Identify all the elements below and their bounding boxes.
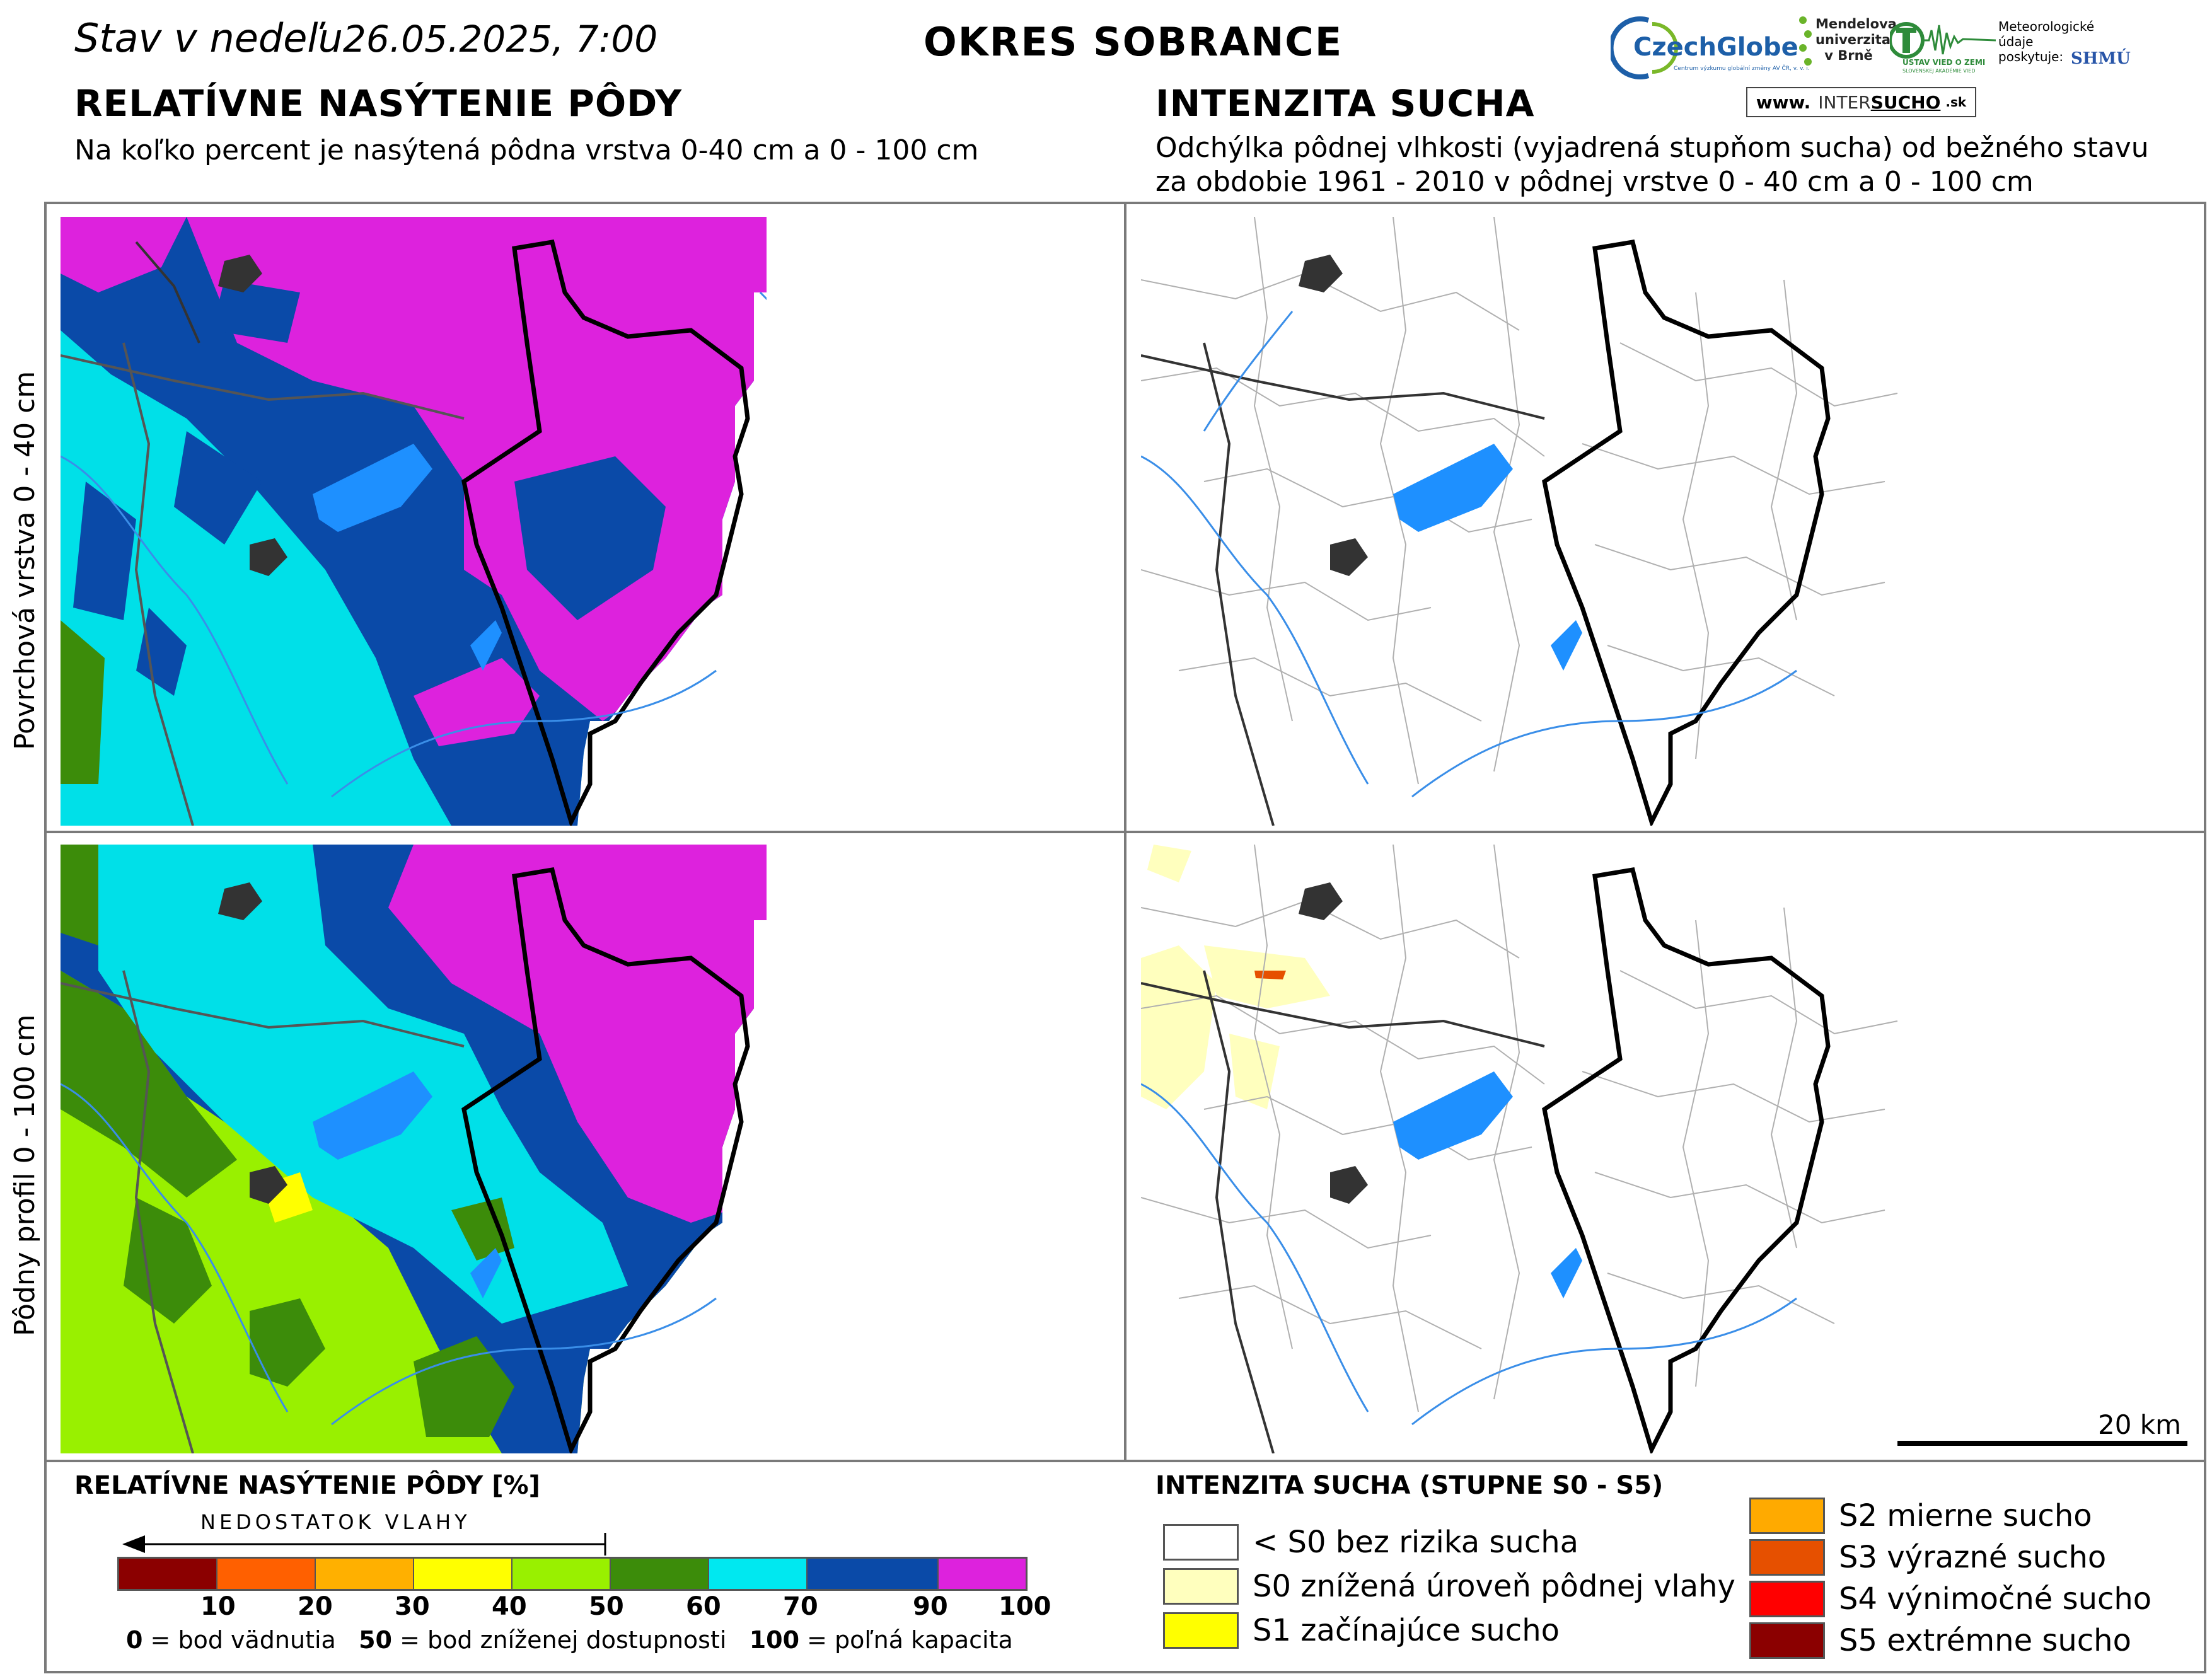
arrow-left-icon (122, 1533, 606, 1556)
drought-label-none: < S0 bez rizika sucha (1253, 1525, 1579, 1560)
left-section-title: RELATÍVNE NASÝTENIE PÔDY (74, 82, 683, 125)
drought-legend-title: INTENZITA SUCHA (STUPNE S0 - S5) (1155, 1471, 1664, 1500)
colorbar-class-7 (808, 1559, 939, 1589)
note-50-value: 50 (359, 1626, 392, 1654)
colorbar-class-0 (119, 1559, 217, 1589)
drought-swatch-s1 (1163, 1612, 1239, 1649)
colorbar-class-2 (316, 1559, 414, 1589)
drought-label-s3: S3 výrazné sucho (1839, 1540, 2107, 1575)
right-section-title: INTENZITA SUCHA (1155, 82, 1535, 125)
tick-20: 20 (298, 1592, 333, 1621)
tick-100: 100 (999, 1592, 1051, 1621)
saturation-legend-note: 0 = bod vädnutia 50 = bod zníženej dostu… (126, 1626, 1013, 1654)
drought-swatch-s3 (1749, 1539, 1825, 1576)
note-50-text: = bod zníženej dostupnosti (400, 1626, 727, 1654)
colorbar-class-1 (217, 1559, 316, 1589)
meteo-label: Meteorologické údaje poskytuje: (1998, 19, 2095, 64)
district-title: OKRES SOBRANCE (924, 19, 1343, 65)
saturation-colorbar (117, 1557, 1028, 1591)
drought-item-s0: S0 znížená úroveň pôdnej vlahy (1163, 1568, 1735, 1605)
drought-label-s1: S1 začínajúce sucho (1253, 1613, 1560, 1648)
drought-item-none: < S0 bez rizika sucha (1163, 1524, 1578, 1561)
mendelu-dots-icon (1799, 16, 1812, 66)
map-saturation-topsoil (61, 217, 767, 826)
note-0-value: 0 (126, 1626, 143, 1654)
intersucho-logo: www. INTER SUCHO .sk (1746, 87, 1976, 117)
right-section-subtitle-2: za obdobie 1961 - 2010 v pôdnej vrstve 0… (1155, 166, 2034, 198)
intersucho-prefix: www. (1756, 91, 1811, 113)
arrow-label: NEDOSTATOK VLAHY (200, 1510, 471, 1534)
seismograph-icon (1888, 22, 1996, 59)
czechglobe-name: CzechGlobe (1633, 33, 1798, 62)
drought-swatch-s2 (1749, 1498, 1825, 1534)
row-label-top: Povrchová vrstva 0 - 40 cm (9, 371, 41, 750)
mendelu-name: Mendelova univerzita v Brně (1815, 16, 1897, 63)
tick-10: 10 (200, 1592, 236, 1621)
intersucho-c: .sk (1945, 95, 1967, 110)
tick-50: 50 (589, 1592, 624, 1621)
colorbar-class-8 (939, 1559, 1026, 1589)
drought-label-s0: S0 znížená úroveň pôdnej vlahy (1253, 1569, 1735, 1604)
drought-label-s4: S4 výnimočné sucho (1839, 1581, 2152, 1617)
uvz-logo: ÚSTAV VIED O ZEMI SLOVENSKEJ AKADÉMIE VI… (1888, 18, 1997, 81)
map-drought-topsoil (1141, 217, 1898, 826)
header-date-line: Stav v nedeľu 26.05.2025, 7:00 (74, 15, 657, 61)
czechglobe-logo: CzechGlobe Centrum výzkumu globální změn… (1608, 13, 1810, 82)
left-section-subtitle: Na koľko percent je nasýtená pôdna vrstv… (74, 134, 979, 166)
drought-label-s2: S2 mierne sucho (1839, 1498, 2092, 1533)
colorbar-class-5 (611, 1559, 709, 1589)
drought-swatch-none (1163, 1524, 1239, 1561)
tick-30: 30 (395, 1592, 430, 1621)
drought-item-s2: S2 mierne sucho (1749, 1498, 2092, 1534)
note-100-value: 100 (749, 1626, 800, 1654)
scale-bar-label: 20 km (2098, 1409, 2182, 1440)
colorbar-class-3 (414, 1559, 512, 1589)
tick-40: 40 (492, 1592, 527, 1621)
intersucho-b: SUCHO (1870, 91, 1941, 113)
frame-horizontal-divider (44, 831, 2206, 833)
czechglobe-sub: Centrum výzkumu globální změny AV ČR, v.… (1674, 66, 1810, 72)
uvz-name: ÚSTAV VIED O ZEMI (1902, 58, 1986, 67)
drought-swatch-s0 (1163, 1568, 1239, 1605)
frame-legend-divider (44, 1460, 2206, 1462)
tick-60: 60 (686, 1592, 721, 1621)
tick-70: 70 (783, 1592, 818, 1621)
tick-90: 90 (913, 1592, 948, 1621)
drought-swatch-s4 (1749, 1581, 1825, 1617)
mendelu-logo: Mendelova univerzita v Brně (1797, 15, 1897, 84)
drought-item-s4: S4 výnimočné sucho (1749, 1581, 2151, 1617)
drought-item-s3: S3 výrazné sucho (1749, 1539, 2106, 1576)
drought-item-s5: S5 extrémne sucho (1749, 1622, 2131, 1659)
intersucho-a: INTER (1818, 91, 1871, 113)
colorbar-class-4 (512, 1559, 611, 1589)
header-stav-prefix: Stav v nedeľu (74, 15, 343, 61)
drought-swatch-s5 (1749, 1622, 1825, 1659)
map-drought-profile (1141, 845, 2187, 1453)
note-0-text: = bod vädnutia (150, 1626, 336, 1654)
map-saturation-profile (61, 845, 767, 1453)
note-100-text: = poľná kapacita (807, 1626, 1013, 1654)
drought-label-s5: S5 extrémne sucho (1839, 1623, 2131, 1658)
drought-item-s1: S1 začínajúce sucho (1163, 1612, 1560, 1649)
czechglobe-logo-icon (1608, 16, 1678, 79)
right-section-subtitle-1: Odchýlka pôdnej vlhkosti (vyjadrená stup… (1155, 132, 2149, 164)
saturation-legend-title: RELATÍVNE NASÝTENIE PÔDY [%] (74, 1471, 540, 1500)
shmu-logo: SHMÚ (2071, 49, 2131, 68)
scale-bar (1897, 1441, 2187, 1446)
row-label-bottom: Pôdny profil 0 - 100 cm (9, 1014, 41, 1337)
colorbar-class-6 (709, 1559, 808, 1589)
uvz-sub: SLOVENSKEJ AKADÉMIE VIED (1902, 68, 1976, 74)
header-datetime: 26.05.2025, 7:00 (342, 18, 658, 61)
